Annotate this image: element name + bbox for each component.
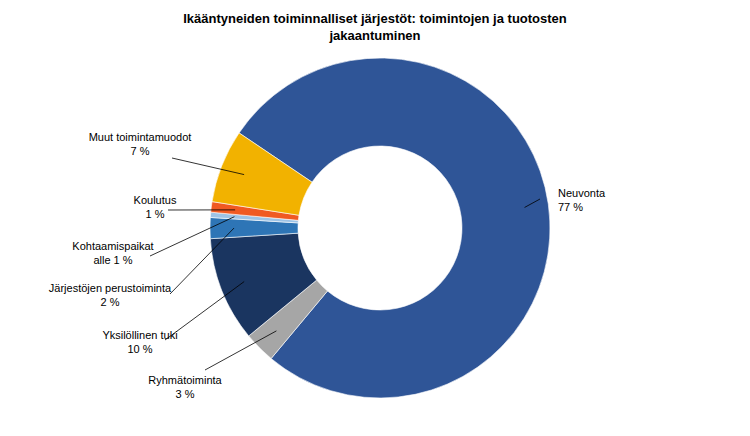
value-label: 7 % xyxy=(131,145,150,157)
category-label: Ryhmätoiminta xyxy=(148,374,222,386)
category-label: Muut toimintamuodot xyxy=(89,131,192,143)
value-label: alle 1 % xyxy=(93,254,132,266)
leader-line xyxy=(170,228,234,294)
category-label: Kohtaamispaikat xyxy=(72,240,153,252)
value-label: 77 % xyxy=(558,201,583,213)
leader-line xyxy=(150,217,234,256)
value-label: 1 % xyxy=(146,208,165,220)
leader-line xyxy=(168,209,235,210)
leader-line xyxy=(172,158,244,175)
slices xyxy=(210,58,550,398)
value-label: 10 % xyxy=(127,343,152,355)
data-labels: Neuvonta 77 % Ryhmätoiminta 3 % Yksilöllinen… xyxy=(49,131,606,400)
leader-line xyxy=(525,199,540,207)
leader-line xyxy=(205,331,276,370)
chart-title: Ikääntyneiden toiminnalliset järjestöt: … xyxy=(150,10,600,44)
value-label: 3 % xyxy=(176,388,195,400)
slice xyxy=(212,133,312,215)
slice xyxy=(210,233,316,336)
category-label: Järjestöjen perustoiminta xyxy=(49,282,172,294)
value-label: 2 % xyxy=(101,296,120,308)
chart-canvas: Neuvonta 77 % Ryhmätoiminta 3 % Yksilöllinen… xyxy=(0,0,750,436)
category-label: Yksilöllinen tuki xyxy=(102,329,177,341)
category-label: Koulutus xyxy=(134,194,177,206)
category-label: Neuvonta xyxy=(558,187,606,199)
